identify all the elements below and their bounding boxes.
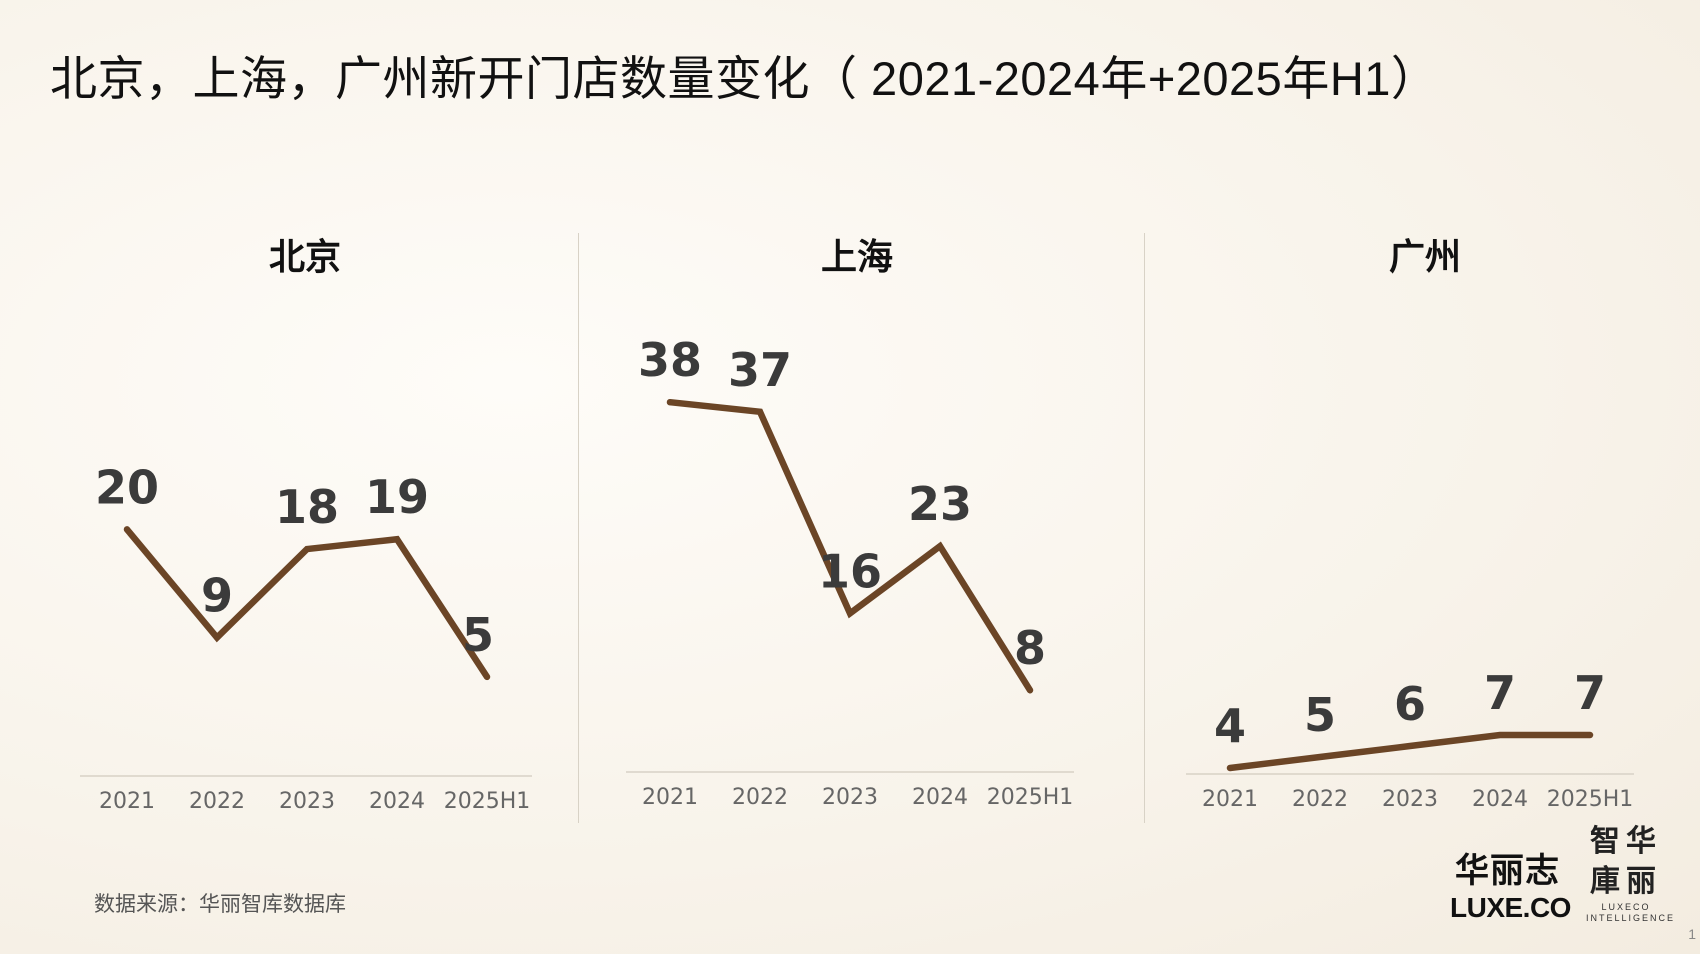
data-label: 9 [201, 569, 233, 623]
chart-panel-beijing: 北京 20 2021 9 2022 18 2023 19 2024 5 2025H1 [50, 0, 590, 954]
data-label: 20 [95, 460, 159, 514]
chart-title-guangzhou: 广州 [1388, 236, 1461, 277]
data-point [847, 610, 853, 617]
data-point [667, 399, 673, 406]
data-point [304, 546, 310, 553]
x-tick-label: 2023 [279, 789, 335, 814]
data-point [214, 634, 220, 641]
x-tick-label: 2023 [822, 785, 878, 810]
chart-title-shanghai: 上海 [820, 236, 893, 277]
data-point [1497, 732, 1503, 738]
data-label: 7 [1484, 666, 1516, 720]
data-label: 6 [1394, 677, 1426, 731]
data-point [937, 543, 943, 550]
data-point [757, 408, 763, 415]
data-label: 19 [365, 470, 429, 524]
data-label: 23 [908, 477, 972, 531]
data-point [124, 526, 130, 533]
panel-divider [578, 233, 579, 823]
x-tick-label: 2025H1 [444, 789, 531, 814]
x-tick-label: 2025H1 [1547, 787, 1634, 812]
x-tick-label: 2021 [99, 789, 155, 814]
chart-title-beijing: 北京 [268, 236, 341, 277]
page-number: 1 [1688, 926, 1696, 942]
panel-divider [1144, 233, 1145, 823]
x-tick-label: 2025H1 [987, 785, 1074, 810]
line-chart-shanghai: 38 2021 37 2022 16 2023 23 2024 8 2025H1 [626, 333, 1074, 810]
data-point [1407, 743, 1413, 749]
data-label: 18 [275, 480, 339, 534]
x-tick-label: 2023 [1382, 787, 1438, 812]
x-tick-label: 2021 [642, 785, 698, 810]
x-tick-label: 2024 [369, 789, 425, 814]
data-label: 7 [1574, 666, 1606, 720]
chart-panel-guangzhou: 广州 4 2021 5 2022 6 2023 7 2024 7 2025H1 [1160, 0, 1700, 954]
series-line-guangzhou [1226, 731, 1594, 772]
x-tick-label: 2022 [732, 785, 788, 810]
data-point [1317, 754, 1323, 760]
data-point [1027, 687, 1033, 694]
x-tick-label: 2024 [912, 785, 968, 810]
page-title: 北京，上海，广州新开门店数量变化（ 2021-2024年+2025年H1） [50, 52, 1439, 105]
data-label: 5 [1304, 688, 1336, 742]
chart-panel-shanghai: 上海 38 2021 37 2022 16 2023 23 2024 8 2025H1 [600, 0, 1140, 954]
x-tick-label: 2021 [1202, 787, 1258, 812]
data-label: 38 [638, 333, 702, 387]
data-label: 37 [728, 343, 792, 397]
luxe-co-logo: 华丽志 LUXE.CO [1450, 852, 1571, 923]
data-point [1227, 765, 1233, 771]
line-chart-guangzhou: 4 2021 5 2022 6 2023 7 2024 7 2025H1 [1186, 666, 1634, 812]
data-point [484, 673, 490, 680]
data-point [394, 536, 400, 543]
data-point [1587, 732, 1593, 738]
luxeco-intelligence-logo: 智华 庫丽 LUXECO INTELLIGENCE [1586, 824, 1676, 923]
x-tick-label: 2024 [1472, 787, 1528, 812]
data-source-note: 数据来源：华丽智库数据库 [94, 893, 346, 916]
data-label: 16 [818, 544, 882, 598]
x-tick-label: 2022 [1292, 787, 1348, 812]
data-label: 8 [1014, 621, 1046, 675]
data-label: 4 [1214, 699, 1246, 753]
line-chart-beijing: 20 2021 9 2022 18 2023 19 2024 5 2025H1 [80, 460, 532, 814]
x-tick-label: 2022 [189, 789, 245, 814]
data-label: 5 [462, 608, 494, 662]
